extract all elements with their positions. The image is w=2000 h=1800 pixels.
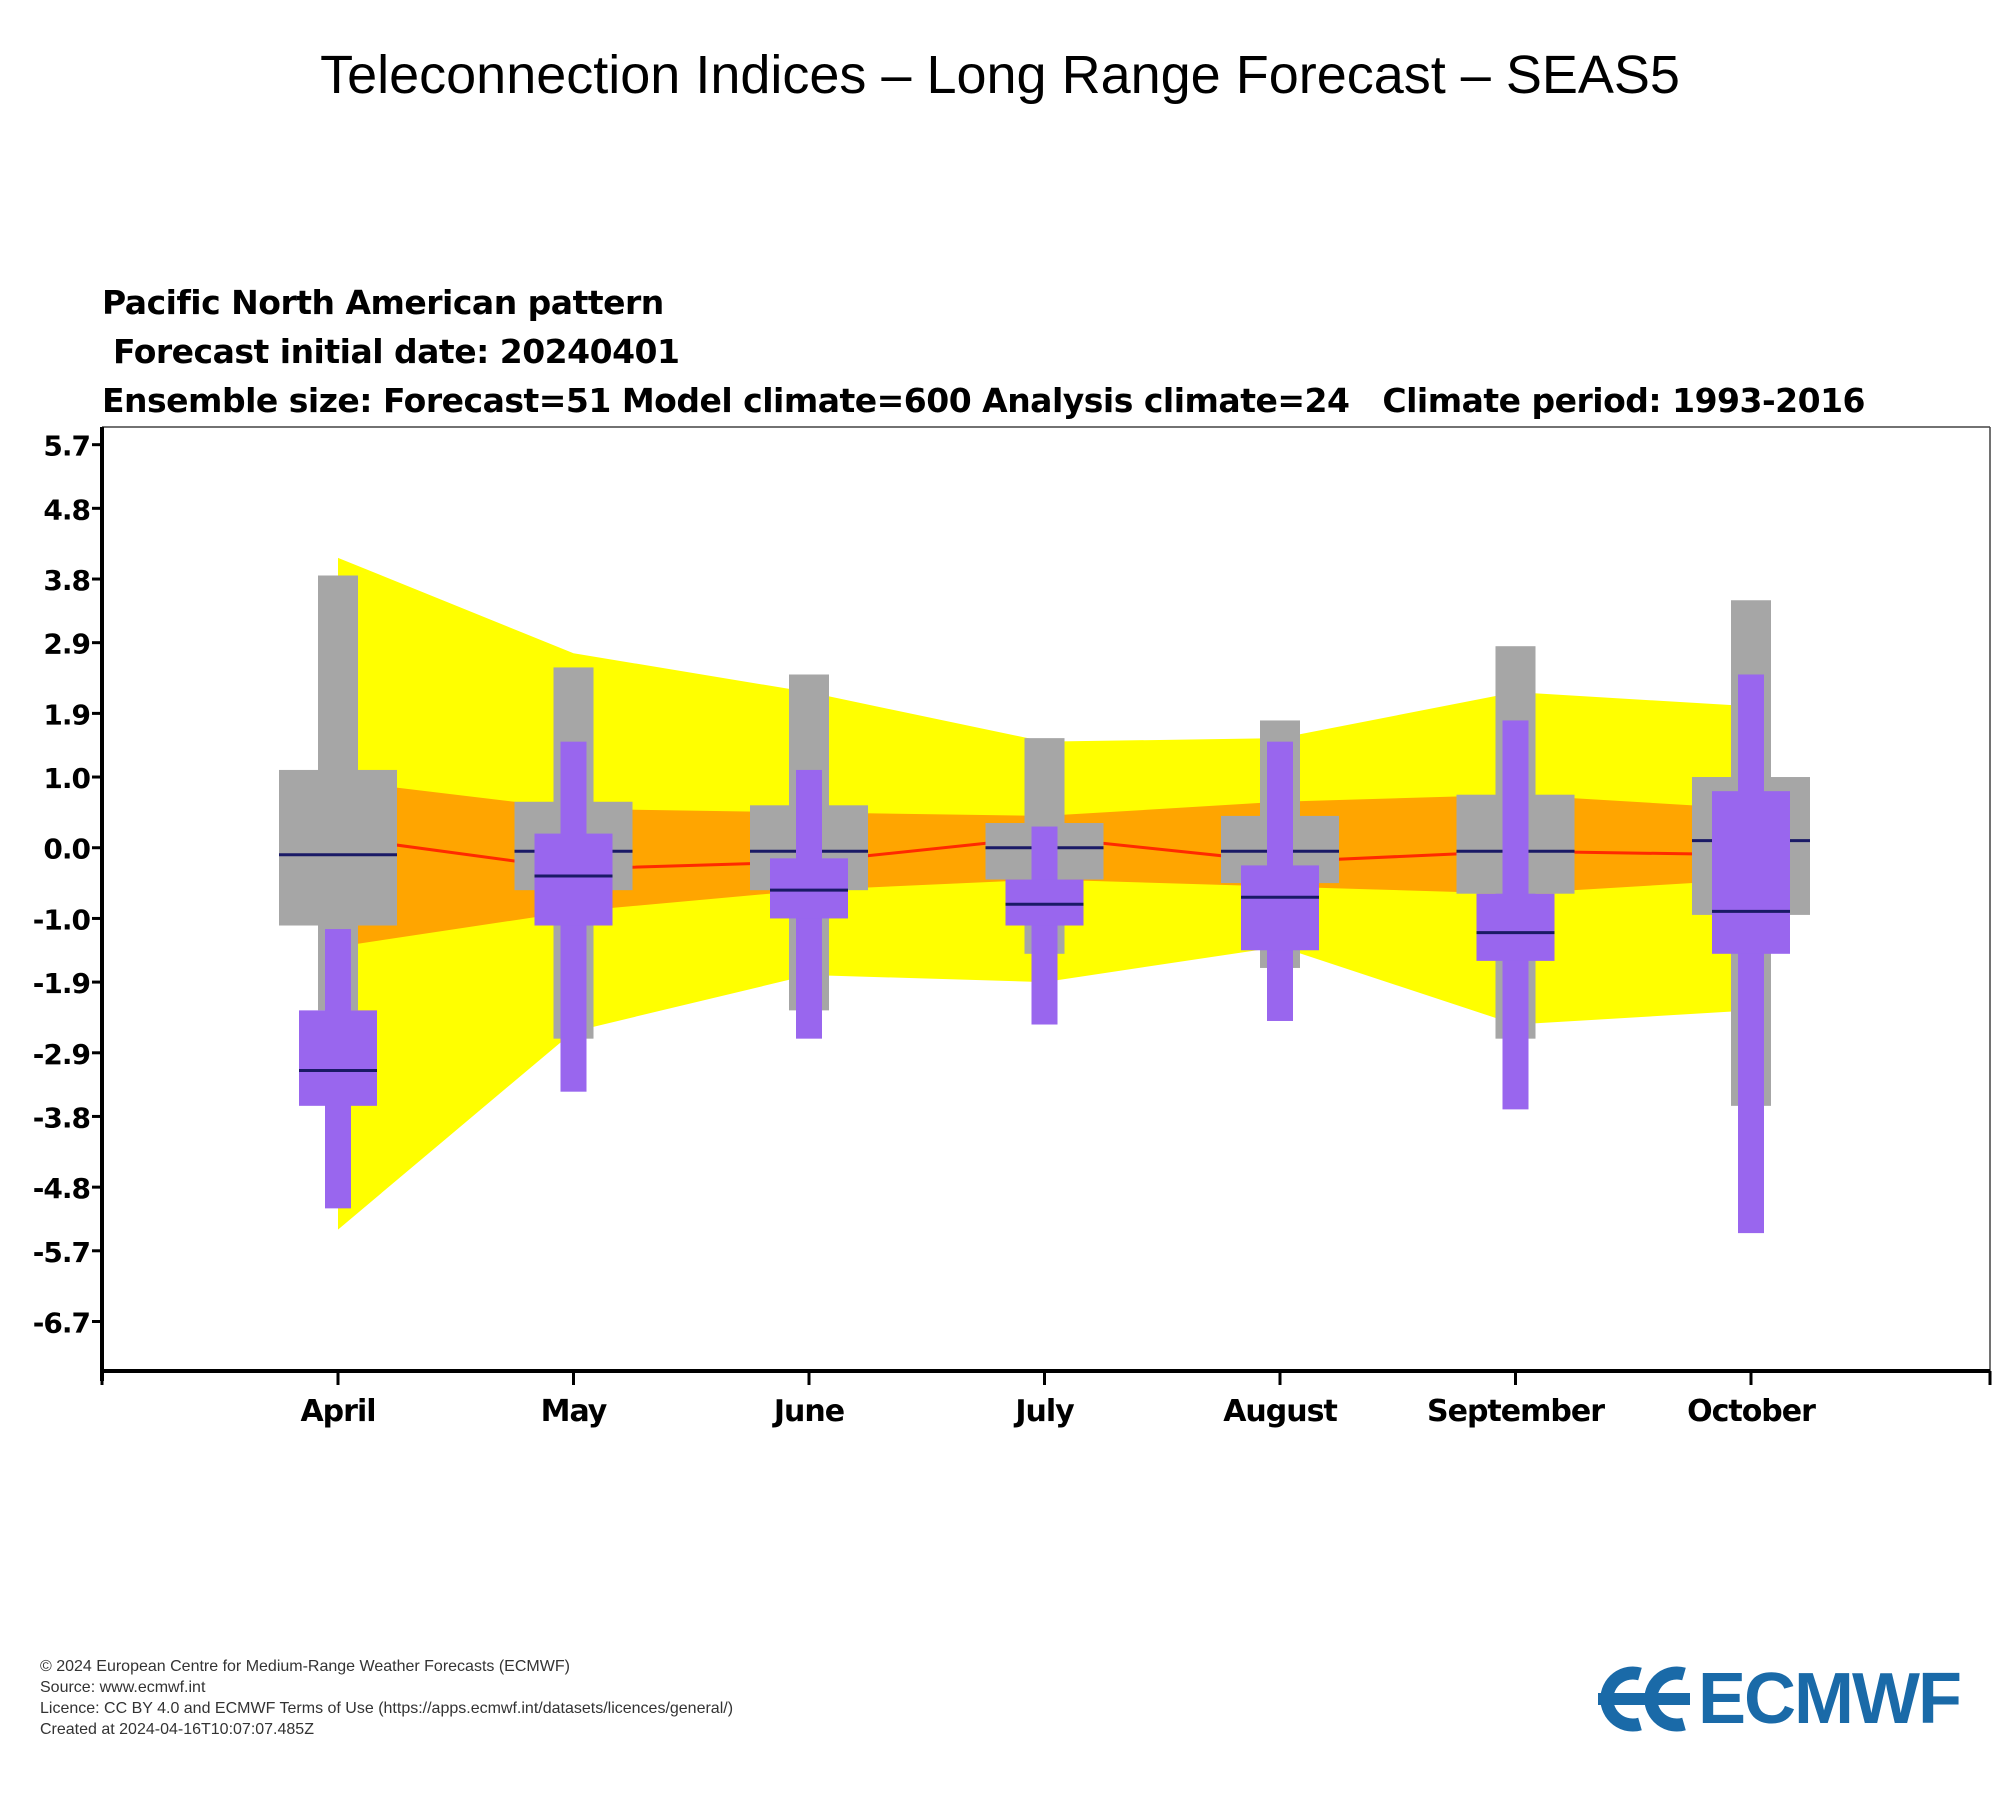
x-tick-label-october: October <box>1687 1394 1816 1429</box>
licence-text: Licence: CC BY 4.0 and ECMWF Terms of Us… <box>40 1700 734 1717</box>
ecmwf-logo: ECMWF <box>1596 1659 1962 1739</box>
forecast-box-april <box>299 1010 377 1106</box>
forecast-box-may <box>534 833 613 926</box>
page-title: Teleconnection Indices – Long Range Fore… <box>320 45 1680 105</box>
forecast-box-july <box>1005 879 1084 926</box>
x-tick-label-may: May <box>541 1394 608 1429</box>
chart-title: Pacific North American pattern <box>102 283 664 322</box>
x-tick-label-june: June <box>772 1394 844 1429</box>
y-tick-label: 3.8 <box>43 564 90 597</box>
x-tick-label-july: July <box>1013 1394 1075 1429</box>
y-tick-label: 5.7 <box>43 430 90 463</box>
y-tick-label: -1.0 <box>33 903 91 936</box>
y-tick-label: 1.9 <box>43 698 90 731</box>
y-tick-label: -5.7 <box>33 1236 90 1269</box>
x-tick-label-september: September <box>1427 1394 1605 1429</box>
copyright-text: © 2024 European Centre for Medium-Range … <box>40 1658 570 1675</box>
y-tick-label: 4.8 <box>43 493 90 526</box>
y-tick-label: -6.7 <box>33 1307 90 1340</box>
y-tick-label: -1.9 <box>33 967 90 1000</box>
forecast-box-august <box>1241 865 1319 951</box>
ecmwf-logo-text: ECMWF <box>1698 1659 1962 1739</box>
axes: 5.7 4.8 3.8 2.9 1.9 1.0 0.0 -1.0 -1.9 -2.9 -3.8 -4.… <box>33 426 1992 1429</box>
ensemble-info-label: Ensemble size: Forecast=51 Model climate… <box>102 381 1866 420</box>
y-tick-label: -2.9 <box>33 1038 90 1071</box>
footer: © 2024 European Centre for Medium-Range … <box>40 1656 733 1740</box>
y-tick-label: 0.0 <box>43 833 90 866</box>
forecast-box-september <box>1476 893 1555 961</box>
y-tick-label: -3.8 <box>33 1101 90 1134</box>
model-climate-box-april <box>279 769 397 926</box>
x-tick-label-august: August <box>1223 1394 1337 1429</box>
y-tick-label: 1.0 <box>43 762 90 795</box>
ecmwf-logo-icon <box>1598 1666 1690 1732</box>
y-tick-label: -4.8 <box>33 1172 90 1205</box>
source-text: Source: www.ecmwf.int <box>40 1679 206 1696</box>
forecast-box-october <box>1712 791 1790 954</box>
x-tick-label-april: April <box>300 1394 375 1429</box>
box-plots <box>279 575 1810 1234</box>
y-tick-label: 2.9 <box>43 628 90 661</box>
created-text: Created at 2024-04-16T10:07:07.485Z <box>40 1721 314 1738</box>
forecast-box-june <box>770 858 848 919</box>
forecast-date-label: Forecast initial date: 20240401 <box>102 332 680 371</box>
